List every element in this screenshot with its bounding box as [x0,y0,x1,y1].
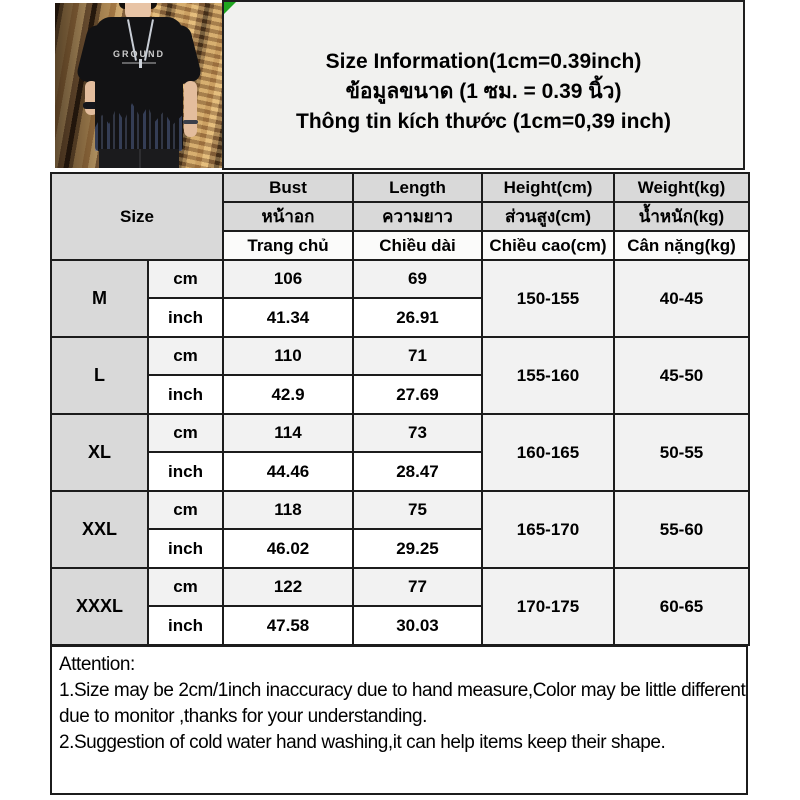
col-header-length-th: ความยาว [352,201,483,232]
bust-inch-value: 41.34 [222,297,354,338]
size-label-l: L [50,336,149,415]
table-row: XXXL cm 122 77 170-175 60-65 [50,567,750,646]
table-row: inch 44.46 28.47 [51,451,749,492]
attention-line-3: 2.Suggestion of cold water hand washing,… [59,732,666,753]
size-information-header: Size Information(1cm=0.39inch) ข้อมูลขนา… [222,0,745,170]
weight-value: 50-55 [613,413,750,492]
weight-value: 60-65 [613,567,750,646]
length-cm-value: 71 [352,336,483,376]
table-row: M cm 106 69 150-155 40-45 [50,259,750,338]
col-header-weight-en: Weight(kg) [613,172,750,203]
necklace-pendant [139,59,142,68]
length-inch-value: 29.25 [352,528,483,569]
size-label-xxl: XXL [50,490,149,569]
attention-note-box: Attention: 1.Size may be 2cm/1inch inacc… [50,645,748,795]
height-value: 170-175 [481,567,615,646]
unit-cm: cm [147,336,224,376]
bust-cm-value: 122 [222,567,354,607]
unit-inch: inch [147,605,224,646]
length-inch-value: 27.69 [352,374,483,415]
height-value: 150-155 [481,259,615,338]
length-cm-value: 69 [352,259,483,299]
unit-inch: inch [147,297,224,338]
unit-inch: inch [147,374,224,415]
title-thai: ข้อมูลขนาด (1 ซม. = 0.39 นิ้ว) [345,80,622,103]
col-header-height-vi: Chiều cao(cm) [481,230,615,261]
col-header-weight-vi: Cân nặng(kg) [613,230,750,261]
attention-line-1: 1.Size may be 2cm/1inch inaccuracy due t… [59,680,746,701]
unit-inch: inch [147,528,224,569]
col-header-bust-en: Bust [222,172,354,203]
header-row-english: Size Bust Length Height(cm) Weight(kg) [50,172,750,261]
bust-cm-value: 106 [222,259,354,299]
green-corner-marker-icon [224,2,236,14]
header-row-thai: หน้าอก ความยาว ส่วนสูง(cm) น้ำหนัก(kg) [51,201,750,232]
height-value: 155-160 [481,336,615,415]
unit-inch: inch [147,451,224,492]
title-vietnamese: Thông tin kích thước (1cm=0,39 inch) [296,110,671,133]
model-right-forearm [184,81,197,137]
col-header-height-en: Height(cm) [481,172,615,203]
size-table: Size Bust Length Height(cm) Weight(kg) ห… [50,172,750,646]
bust-cm-value: 114 [222,413,354,453]
table-row: inch 42.9 27.69 [51,374,749,415]
table-row: inch 41.34 26.91 [51,297,749,338]
wrist-watch [83,102,100,109]
bust-inch-value: 44.46 [222,451,354,492]
height-value: 160-165 [481,413,615,492]
col-header-height-th: ส่วนสูง(cm) [481,201,615,232]
bust-cm-value: 110 [222,336,354,376]
bust-inch-value: 42.9 [222,374,354,415]
size-label-xl: XL [50,413,149,492]
size-label-xxxl: XXXL [50,567,149,646]
col-header-weight-th: น้ำหนัก(kg) [613,201,750,232]
bust-inch-value: 47.58 [222,605,354,646]
col-header-bust-vi: Trang chủ [222,230,354,261]
weight-value: 45-50 [613,336,750,415]
black-tshirt: GROUND [95,17,183,151]
length-cm-value: 75 [352,490,483,530]
unit-cm: cm [147,259,224,299]
col-header-length-vi: Chiều dài [352,230,483,261]
table-row: L cm 110 71 155-160 45-50 [50,336,750,415]
attention-line-2: due to monitor ,thanks for your understa… [59,706,427,727]
table-row: XXL cm 118 75 165-170 55-60 [50,490,750,569]
table-row: XL cm 114 73 160-165 50-55 [50,413,750,492]
size-label-m: M [50,259,149,338]
shirt-print-text: GROUND [113,49,165,59]
bust-inch-value: 46.02 [222,528,354,569]
length-cm-value: 77 [352,567,483,607]
wrist-bracelet [183,120,198,124]
unit-cm: cm [147,567,224,607]
model-neck [125,3,151,21]
model-pants [99,149,179,168]
height-value: 165-170 [481,490,615,569]
col-header-bust-th: หน้าอก [222,201,354,232]
length-inch-value: 30.03 [352,605,483,646]
unit-cm: cm [147,490,224,530]
weight-value: 55-60 [613,490,750,569]
unit-cm: cm [147,413,224,453]
product-photo: GROUND [55,3,222,168]
pants-seam [139,149,141,168]
length-cm-value: 73 [352,413,483,453]
col-header-length-en: Length [352,172,483,203]
size-header-cell: Size [50,172,224,261]
title-english: Size Information(1cm=0.39inch) [325,50,642,73]
bust-cm-value: 118 [222,490,354,530]
length-inch-value: 28.47 [352,451,483,492]
table-row: inch 47.58 30.03 [51,605,749,646]
weight-value: 40-45 [613,259,750,338]
header-row-vietnamese: Trang chủ Chiều dài Chiều cao(cm) Cân nặ… [51,230,750,261]
length-inch-value: 26.91 [352,297,483,338]
shirt-skyline-print [95,103,183,151]
table-row: inch 46.02 29.25 [51,528,749,569]
attention-heading: Attention: [59,654,135,675]
